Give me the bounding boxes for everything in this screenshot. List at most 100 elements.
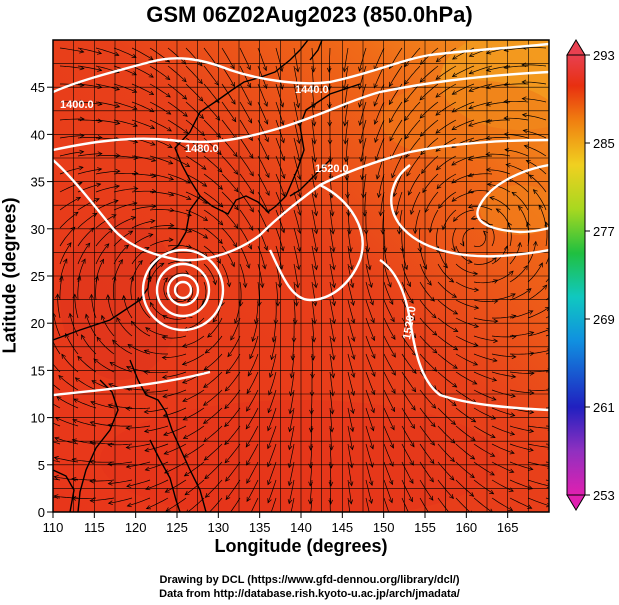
streamline: [310, 425, 313, 451]
streamline: [55, 417, 79, 427]
streamline-arrow: [330, 355, 336, 361]
streamline-arrow: [212, 280, 218, 286]
streamline-arrow: [330, 247, 336, 253]
streamline: [59, 47, 84, 53]
streamline-arrow: [485, 84, 491, 90]
streamline: [523, 130, 547, 139]
streamline-arrow: [330, 373, 336, 379]
streamline: [390, 137, 403, 160]
streamline: [77, 153, 102, 157]
streamline-arrow: [389, 136, 394, 142]
streamline: [509, 371, 534, 374]
streamline-arrow: [72, 418, 78, 424]
streamline: [252, 317, 259, 342]
streamline-arrow: [231, 117, 237, 123]
streamline-arrow: [388, 99, 394, 106]
streamline-arrow: [542, 284, 548, 290]
streamline-arrow: [376, 192, 382, 199]
streamline-arrow: [311, 121, 317, 127]
colorbar-tick-label: 261: [593, 400, 615, 415]
streamline: [293, 227, 301, 252]
streamline: [203, 65, 219, 86]
streamline-arrow: [370, 426, 375, 432]
streamline-arrow: [343, 157, 349, 163]
streamline-arrow: [507, 221, 513, 227]
streamline-arrow: [246, 82, 252, 89]
streamline: [57, 294, 61, 319]
streamline: [509, 389, 534, 394]
streamline: [503, 100, 529, 103]
streamline-arrow: [281, 173, 286, 180]
streamline-arrow: [374, 156, 380, 162]
streamline: [267, 479, 277, 503]
streamline: [491, 425, 515, 435]
y-tick-label: 20: [31, 316, 45, 331]
streamline-arrow: [470, 215, 476, 221]
streamline-arrow: [388, 81, 394, 88]
streamline: [72, 419, 97, 427]
streamline-arrow: [451, 293, 458, 298]
streamline-arrow: [422, 264, 427, 270]
streamline: [131, 320, 151, 337]
streamline-arrow: [246, 478, 251, 484]
streamline-arrow: [165, 75, 171, 81]
streamline-arrow: [313, 193, 318, 199]
streamline-arrow: [143, 349, 149, 354]
streamline: [246, 461, 259, 484]
streamline: [373, 65, 385, 89]
streamline-arrow: [226, 282, 232, 288]
streamline: [437, 299, 458, 315]
streamline: [246, 389, 259, 412]
streamline-arrow: [146, 275, 152, 282]
streamline: [225, 479, 241, 500]
streamline-arrow: [74, 377, 80, 382]
streamline-arrow: [523, 144, 529, 149]
streamline: [473, 299, 498, 302]
streamline: [521, 47, 547, 49]
streamline: [491, 371, 516, 378]
streamline: [183, 443, 205, 458]
streamline: [522, 98, 547, 103]
streamline-arrow: [118, 259, 123, 265]
streamline-arrow: [58, 374, 64, 380]
streamline: [527, 425, 549, 429]
streamline-arrow: [409, 478, 414, 484]
streamline: [203, 263, 216, 285]
streamline-arrow: [68, 312, 73, 318]
streamline: [365, 443, 373, 468]
streamline-arrow: [419, 131, 425, 137]
streamline: [404, 119, 421, 140]
streamline: [473, 389, 497, 401]
streamline-arrow: [149, 107, 155, 113]
streamline-arrow: [105, 294, 111, 300]
streamline-arrow: [310, 373, 315, 379]
streamline: [419, 389, 436, 409]
streamline-arrow: [114, 184, 120, 189]
streamline: [269, 353, 277, 378]
streamline: [410, 191, 421, 215]
streamline: [203, 191, 224, 208]
streamline-arrow: [165, 507, 171, 512]
streamline: [53, 403, 61, 409]
streamline: [527, 284, 547, 301]
streamline: [455, 443, 475, 460]
streamline: [437, 407, 456, 425]
streamline-arrow: [526, 221, 531, 227]
streamline: [125, 407, 151, 410]
streamline: [224, 389, 241, 409]
streamline-arrow: [331, 265, 336, 271]
streamline-arrow: [486, 182, 492, 187]
contour-labels: 1400.0 1440.0 1480.0 1520.0 1520.0: [60, 84, 419, 341]
y-tick-label: 0: [38, 505, 45, 520]
streamline: [267, 443, 277, 467]
streamline: [359, 101, 367, 126]
streamline: [270, 497, 277, 512]
streamline: [164, 461, 187, 474]
streamline-arrow: [528, 174, 534, 180]
streamline-arrow: [429, 514, 433, 519]
streamline-arrow: [441, 225, 447, 231]
streamline-arrow: [115, 153, 121, 158]
streamline-arrow: [66, 242, 72, 248]
streamline-arrow: [366, 265, 372, 271]
streamline: [144, 350, 168, 355]
